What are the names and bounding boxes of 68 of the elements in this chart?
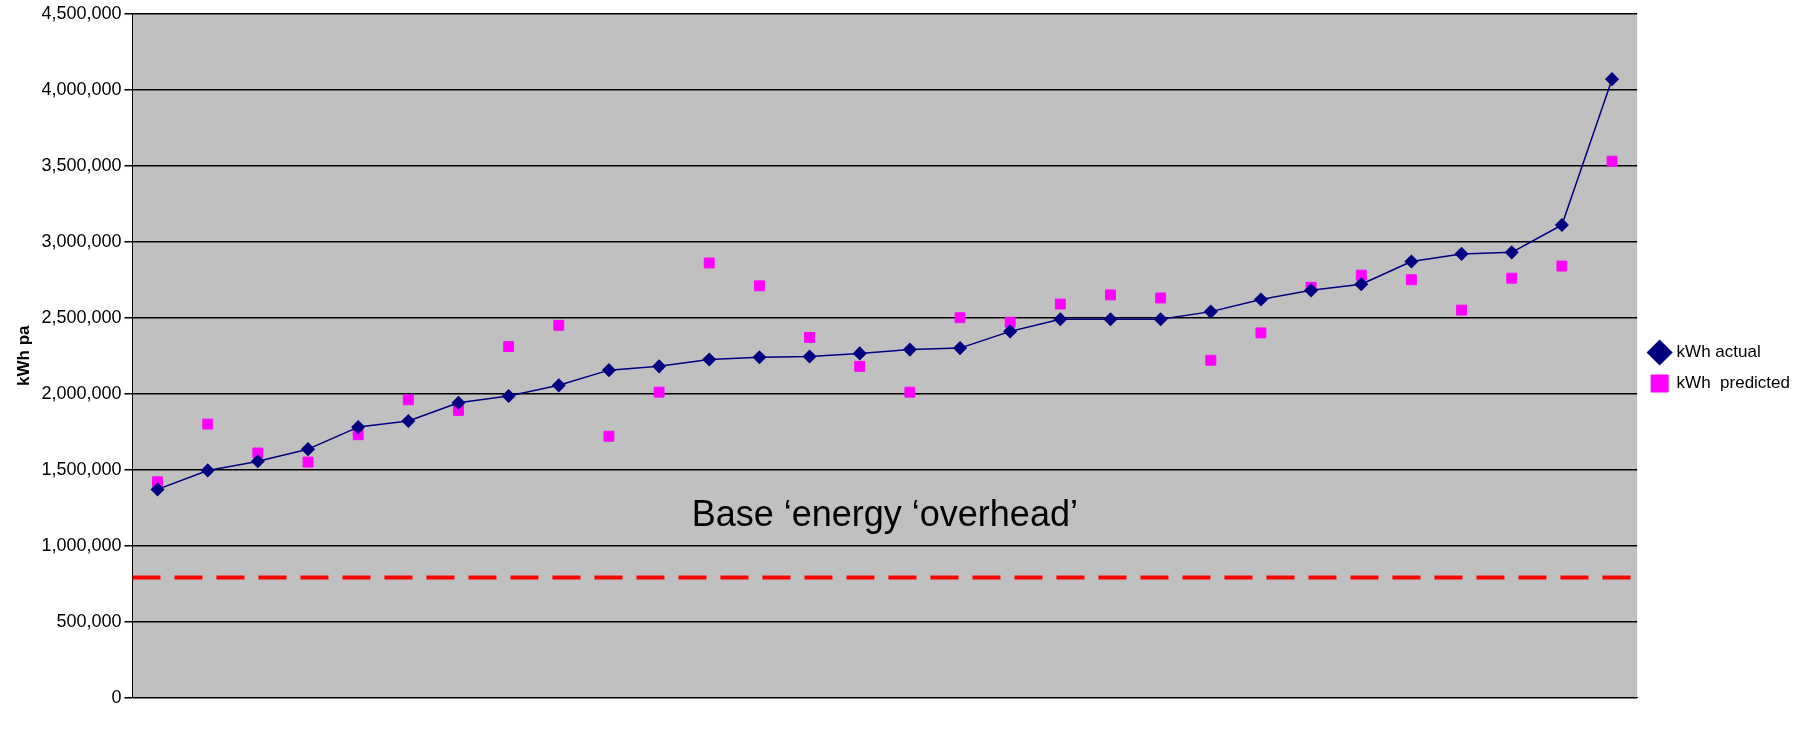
point	[1405, 274, 1417, 286]
y-tick-label: 0	[111, 686, 122, 707]
point	[1605, 72, 1619, 86]
point	[301, 442, 315, 456]
point	[1556, 260, 1568, 272]
point	[1606, 155, 1618, 167]
y-tick-label: 3,500,000	[41, 154, 122, 175]
legend-label: kWh predicted	[1676, 373, 1791, 393]
point	[202, 418, 214, 430]
point	[652, 359, 666, 374]
point	[954, 312, 966, 324]
y-tick-label: 2,500,000	[41, 306, 122, 327]
point	[904, 386, 916, 398]
y-tick-label: 1,000,000	[41, 534, 122, 555]
point	[401, 414, 416, 428]
point	[1354, 277, 1369, 292]
point	[1504, 245, 1519, 260]
point	[402, 394, 414, 406]
y-tick-label: 4,000,000	[41, 78, 122, 99]
point	[603, 430, 615, 442]
point	[1155, 292, 1167, 304]
point	[451, 396, 466, 410]
legend-label: kWh actual	[1676, 342, 1761, 362]
point	[553, 319, 565, 331]
point	[1404, 254, 1419, 269]
point	[752, 350, 767, 364]
point	[1054, 298, 1066, 310]
point	[1254, 292, 1268, 307]
point	[1105, 289, 1116, 301]
point	[1103, 312, 1118, 326]
point	[351, 420, 365, 434]
y-tick-label: 4,500,000	[41, 2, 122, 23]
point	[1205, 354, 1217, 366]
point	[702, 352, 717, 367]
point	[1255, 327, 1267, 339]
point	[1456, 304, 1468, 316]
y-tick-label: 500,000	[56, 610, 122, 631]
point	[1003, 324, 1017, 339]
point	[503, 341, 515, 353]
y-tick-label: 2,000,000	[41, 382, 122, 403]
point	[150, 482, 165, 497]
point	[802, 349, 817, 364]
y-tick-label: 1,500,000	[41, 458, 122, 479]
point	[552, 378, 566, 393]
point	[753, 280, 765, 292]
point	[1304, 283, 1318, 298]
point	[602, 363, 616, 377]
point	[1053, 312, 1068, 326]
point	[703, 257, 715, 269]
point	[1004, 316, 1016, 328]
point	[302, 456, 314, 468]
point	[1555, 218, 1569, 232]
point	[251, 454, 265, 469]
point	[1204, 304, 1218, 319]
point	[1506, 272, 1518, 284]
point	[854, 360, 866, 372]
point	[200, 463, 215, 478]
point	[852, 346, 867, 361]
y-axis-title: kWh pa	[13, 324, 33, 386]
ref-line-label: Base ‘energy ‘overhead’	[691, 492, 1078, 534]
point	[903, 342, 917, 357]
point	[653, 386, 665, 398]
point	[953, 341, 967, 355]
point	[804, 332, 816, 343]
point	[1454, 247, 1469, 261]
y-tick-label: 3,000,000	[41, 230, 122, 251]
point	[501, 389, 516, 403]
point	[1153, 312, 1168, 326]
